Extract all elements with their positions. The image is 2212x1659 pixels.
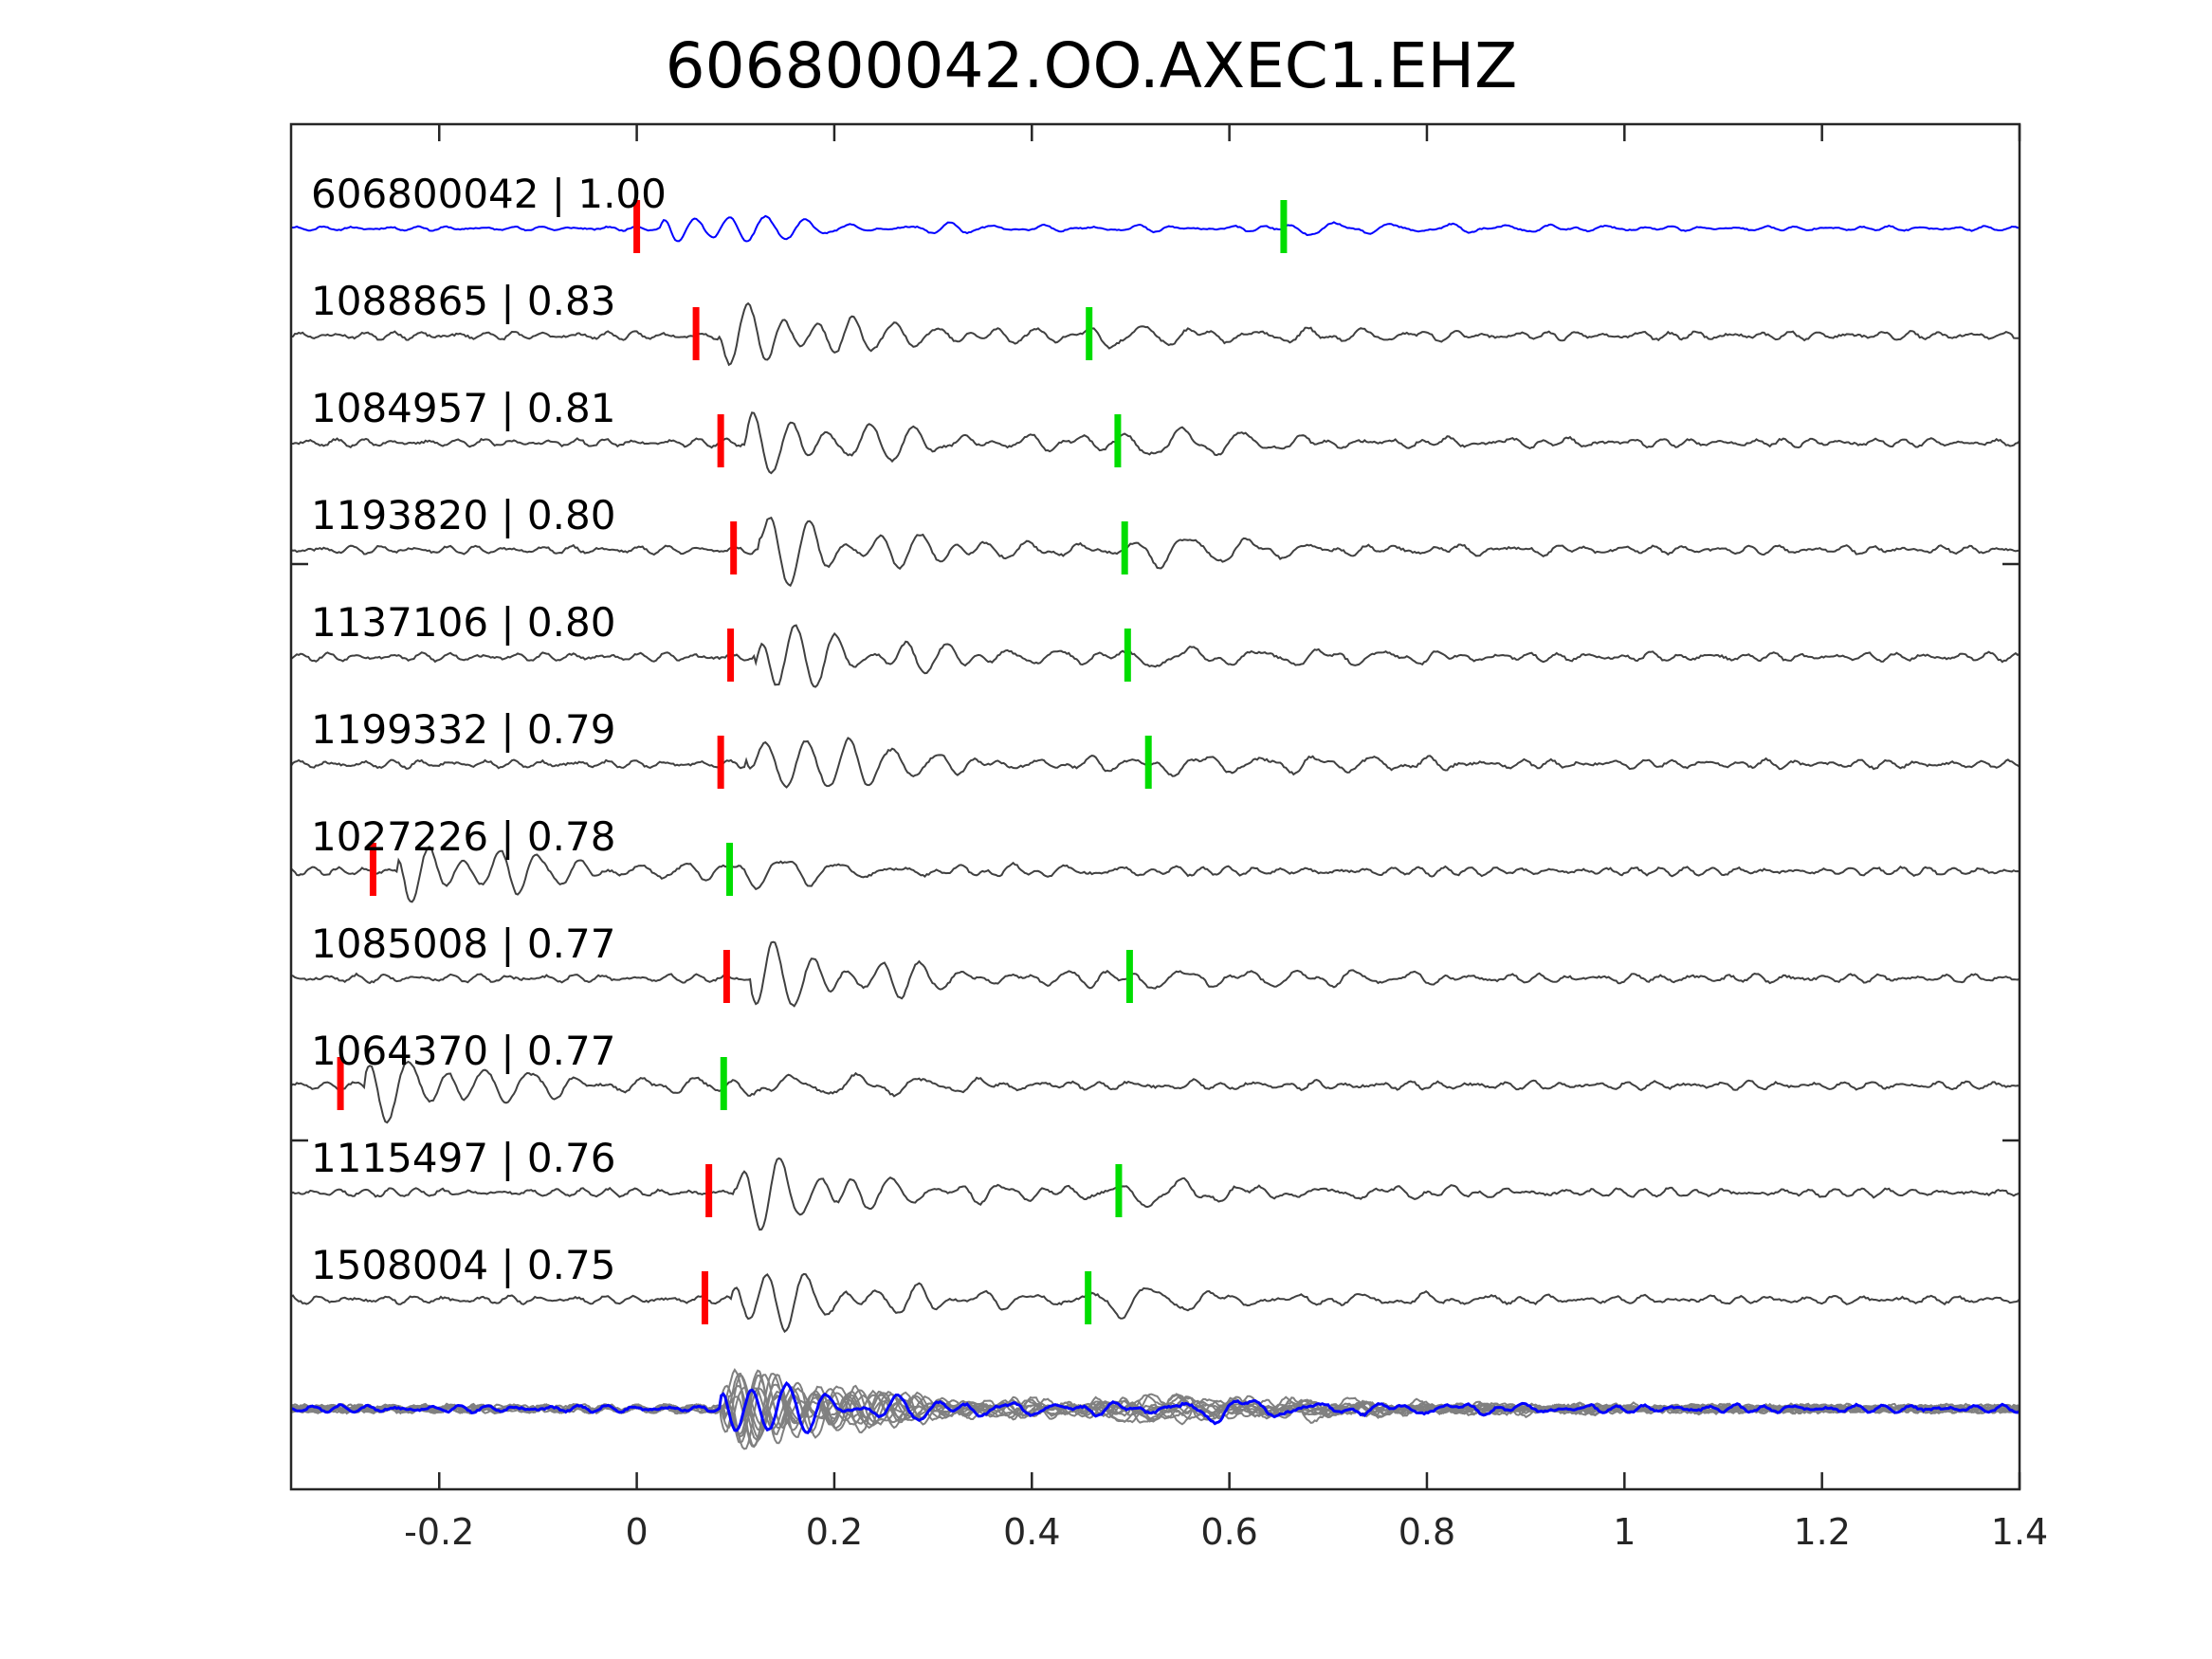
x-tick-label-0: -0.2 [404, 1511, 474, 1553]
trace-label-1115497: 1115497 | 0.76 [311, 1135, 615, 1181]
trace-line-1193820 [290, 516, 2020, 588]
trace-line-1508004 [290, 1272, 2020, 1334]
pick-layer [337, 200, 1288, 1324]
trace-label-1508004: 1508004 | 0.75 [311, 1242, 615, 1288]
trace-layer [290, 214, 2020, 1334]
x-tick-label-3: 0.4 [1003, 1511, 1060, 1553]
trace-line-1064370 [290, 1060, 2020, 1124]
trace-line-1085008 [290, 940, 2020, 1008]
stack-template-trace [290, 1380, 2020, 1434]
trace-line-1027226 [290, 845, 2020, 903]
trace-line-1137106 [290, 624, 2020, 688]
x-tick-label-2: 0.2 [806, 1511, 863, 1553]
trace-label-1085008: 1085008 | 0.77 [311, 921, 615, 967]
x-tick-label-1: 0 [626, 1511, 649, 1553]
trace-label-1199332: 1199332 | 0.79 [311, 706, 615, 753]
trace-line-1084957 [290, 411, 2020, 475]
plot-area [289, 122, 2021, 1491]
chart-title: 606800042.OO.AXEC1.EHZ [666, 29, 1518, 102]
trace-line-1199332 [290, 737, 2020, 789]
trace-label-1193820: 1193820 | 0.80 [311, 492, 615, 538]
x-tick-label-8: 1.4 [1991, 1511, 2048, 1553]
y-tick-layer [291, 562, 2020, 1142]
trace-label-1088865: 1088865 | 0.83 [311, 278, 615, 324]
trace-label-1027226: 1027226 | 0.78 [311, 813, 615, 860]
x-tick-label-5: 0.8 [1398, 1511, 1455, 1553]
trace-label-1064370: 1064370 | 0.77 [311, 1028, 615, 1074]
trace-label-606800042: 606800042 | 1.00 [311, 171, 667, 217]
trace-line-1115497 [290, 1157, 2020, 1231]
trace-line-606800042 [290, 214, 2020, 243]
x-axis: -0.2 0 0.2 0.4 0.6 0.8 1 1.2 1.4 [404, 124, 2048, 1553]
trace-label-1137106: 1137106 | 0.80 [311, 599, 615, 646]
x-tick-label-6: 1 [1613, 1511, 1636, 1553]
trace-label-1084957: 1084957 | 0.81 [311, 385, 615, 431]
trace-label-layer: 606800042 | 1.00 1088865 | 0.83 1084957 | … [311, 171, 667, 1288]
x-tick-label-4: 0.6 [1200, 1511, 1257, 1553]
trace-line-1088865 [290, 301, 2020, 367]
x-tick-label-7: 1.2 [1793, 1511, 1850, 1553]
stack-layer [290, 1367, 2020, 1450]
